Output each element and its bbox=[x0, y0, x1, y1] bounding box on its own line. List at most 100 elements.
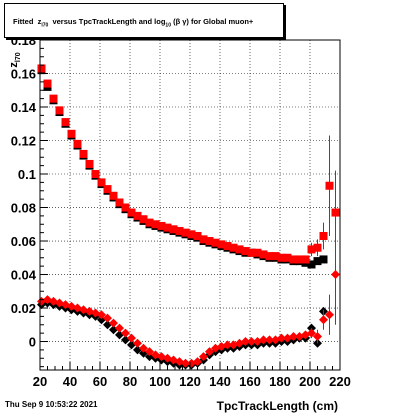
data-point bbox=[277, 333, 286, 343]
data-point bbox=[235, 245, 244, 254]
series-1 bbox=[37, 64, 340, 264]
data-point bbox=[205, 237, 214, 246]
title-middle: versus TpcTrackLength and log bbox=[52, 17, 166, 26]
y-axis-label: zl70 bbox=[8, 52, 22, 67]
data-point bbox=[319, 315, 328, 325]
y-tick-label: 0.02 bbox=[11, 301, 36, 316]
data-point bbox=[73, 139, 82, 148]
data-point bbox=[307, 328, 316, 338]
data-point bbox=[265, 252, 274, 261]
x-tick-label: 60 bbox=[93, 374, 107, 389]
data-point bbox=[133, 211, 142, 220]
data-point bbox=[247, 337, 256, 347]
data-point bbox=[283, 253, 292, 262]
data-point bbox=[79, 149, 88, 158]
data-point bbox=[103, 185, 112, 194]
data-point bbox=[175, 226, 184, 235]
data-point bbox=[127, 333, 136, 343]
data-point bbox=[67, 129, 76, 138]
data-point bbox=[301, 255, 310, 264]
data-point bbox=[319, 231, 328, 240]
data-point bbox=[211, 238, 220, 247]
data-point bbox=[259, 335, 268, 345]
data-point bbox=[247, 248, 256, 257]
data-point bbox=[259, 250, 268, 259]
data-point bbox=[313, 243, 322, 252]
timestamp: Thu Sep 9 10:53:22 2021 bbox=[5, 400, 98, 409]
x-tick-label: 120 bbox=[179, 374, 201, 389]
data-point bbox=[187, 230, 196, 239]
data-point bbox=[43, 79, 52, 88]
title-suffix: for Global muon+ bbox=[191, 17, 254, 26]
data-point bbox=[49, 94, 58, 103]
data-point bbox=[145, 347, 154, 357]
data-point bbox=[109, 318, 118, 328]
data-point bbox=[55, 106, 64, 115]
y-tick-label: 0.04 bbox=[11, 268, 37, 283]
data-point bbox=[127, 208, 136, 217]
data-point bbox=[115, 323, 124, 333]
data-point bbox=[223, 242, 232, 251]
y-axis-title-sub: l70 bbox=[15, 52, 22, 62]
x-tick-label: 140 bbox=[209, 374, 231, 389]
series-0 bbox=[37, 66, 328, 269]
data-point bbox=[145, 218, 154, 227]
data-point bbox=[157, 221, 166, 230]
data-point bbox=[229, 243, 238, 252]
title-z-sub: l70 bbox=[41, 22, 49, 29]
data-point bbox=[307, 245, 316, 254]
data-point bbox=[277, 253, 286, 262]
data-point bbox=[139, 343, 148, 353]
data-point bbox=[205, 347, 214, 357]
data-point bbox=[61, 118, 70, 127]
data-point bbox=[109, 191, 118, 200]
data-point bbox=[271, 252, 280, 261]
title-z-symbol: z bbox=[37, 17, 42, 26]
data-point bbox=[169, 225, 178, 234]
data-point bbox=[115, 198, 124, 207]
data-point bbox=[313, 257, 322, 266]
data-point bbox=[319, 255, 328, 264]
data-point bbox=[241, 337, 250, 347]
y-tick-label: 0.1 bbox=[18, 167, 36, 182]
data-series bbox=[37, 64, 340, 370]
data-point bbox=[199, 352, 208, 362]
data-point bbox=[331, 270, 340, 280]
data-point bbox=[325, 181, 334, 190]
title-log-sub: 10 bbox=[165, 22, 171, 29]
data-point bbox=[181, 358, 190, 368]
data-point bbox=[85, 159, 94, 168]
x-tick-label: 100 bbox=[149, 374, 171, 389]
data-point bbox=[193, 357, 202, 367]
y-axis-title: zl70 bbox=[8, 52, 22, 67]
data-point bbox=[325, 310, 334, 320]
y-axis-title-symbol: z bbox=[8, 62, 20, 68]
data-point bbox=[97, 178, 106, 187]
x-axis-title: TpcTrackLength (cm) bbox=[217, 399, 338, 413]
chart-title-box: Fitted zl70 versus TpcTrackLength and lo… bbox=[4, 3, 284, 38]
x-tick-label: 80 bbox=[123, 374, 137, 389]
title-paren: (β γ) bbox=[173, 17, 189, 26]
data-point bbox=[181, 228, 190, 237]
title-prefix: Fitted bbox=[13, 17, 34, 26]
x-tick-label: 40 bbox=[63, 374, 77, 389]
data-point bbox=[37, 64, 46, 73]
data-point bbox=[199, 235, 208, 244]
y-tick-label: 0.14 bbox=[11, 100, 37, 115]
x-tick-label: 200 bbox=[299, 374, 321, 389]
data-point bbox=[97, 310, 106, 320]
data-point bbox=[289, 255, 298, 264]
data-point bbox=[217, 240, 226, 249]
series-3 bbox=[37, 224, 340, 368]
y-tick-label: 0.06 bbox=[11, 234, 36, 249]
y-tick-label: 0.16 bbox=[11, 67, 36, 82]
data-point bbox=[313, 331, 322, 341]
x-tick-label: 160 bbox=[239, 374, 261, 389]
data-point bbox=[91, 170, 100, 179]
data-point bbox=[307, 260, 316, 269]
data-point bbox=[139, 215, 148, 224]
data-point bbox=[151, 220, 160, 229]
x-tick-label: 220 bbox=[329, 374, 351, 389]
data-point bbox=[121, 203, 130, 212]
